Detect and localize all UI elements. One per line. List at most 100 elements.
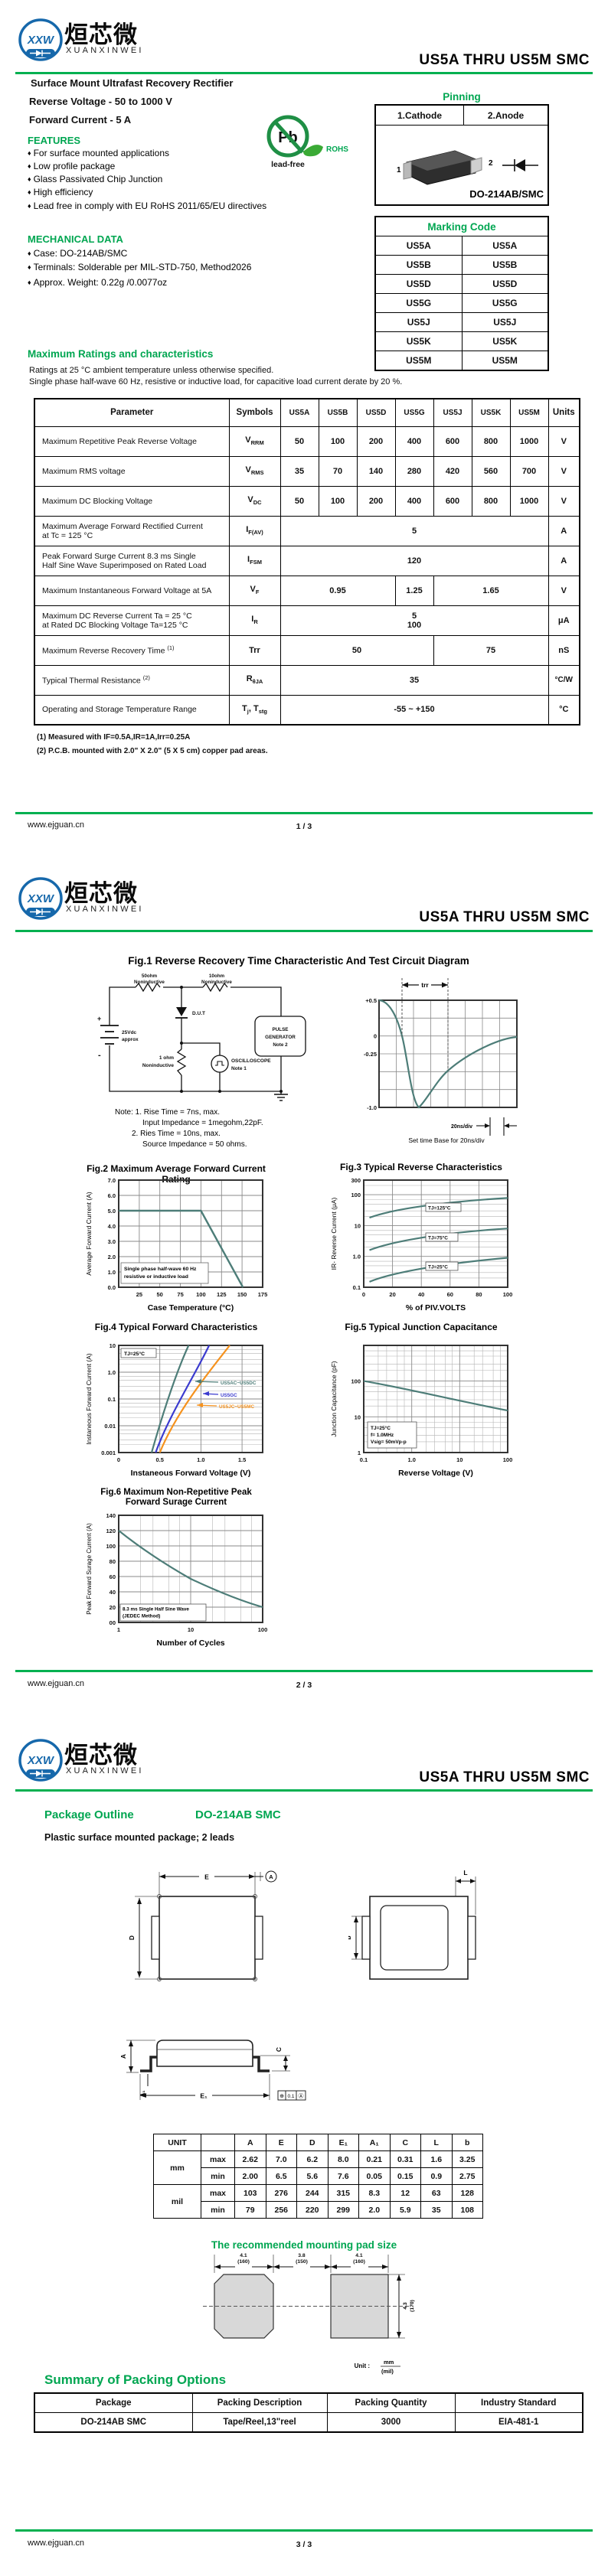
svg-text:75: 75 (177, 1291, 183, 1298)
cell: US5A (461, 236, 549, 256)
svg-text:100: 100 (503, 1291, 513, 1298)
cell: 0.9 (420, 2167, 453, 2185)
ratings-row-trr: Maximum Reverse Recovery Time (1) Trr 50… (34, 634, 580, 666)
cell: A₁ (358, 2134, 391, 2151)
svg-text:10: 10 (188, 1626, 194, 1633)
cell: US5B (461, 255, 549, 275)
cell: 200 (356, 426, 396, 457)
svg-text:1.0: 1.0 (353, 1254, 361, 1260)
svg-text:40: 40 (418, 1291, 424, 1298)
svg-text:1.5: 1.5 (238, 1456, 246, 1463)
fig6-title: Fig.6 Maximum Non-Repetitive Peak (100, 1488, 252, 1497)
pad-unit-label: Unit : (355, 2362, 370, 2369)
dim-row-mil-min: min 79 256 220 299 2.0 5.9 35 108 (154, 2201, 483, 2219)
timebase-caption: Set time Base for 20ns/div (408, 1136, 485, 1144)
svg-text:100: 100 (196, 1291, 206, 1298)
packing-table: Package Packing Description Packing Quanti… (34, 2392, 583, 2433)
svg-text:1.0: 1.0 (108, 1269, 116, 1276)
svg-text:4.1: 4.1 (355, 2253, 363, 2258)
dim-E-label: E (204, 1873, 209, 1881)
svg-text:0.0: 0.0 (108, 1284, 116, 1291)
cell: 400 (394, 485, 434, 517)
dim-E1-label: E₁ (200, 2092, 208, 2100)
company-logo: XXW 烜芯微 XUANXINWEI (18, 18, 194, 66)
cell: 50 (279, 426, 319, 457)
svg-text:1: 1 (358, 1449, 361, 1456)
tolerance-value: 0.1 (287, 2094, 294, 2099)
cell: 0.15 (389, 2167, 421, 2185)
svg-text:3.8: 3.8 (298, 2253, 306, 2258)
cell: 6.2 (296, 2150, 329, 2168)
svg-text:10ohm: 10ohm (209, 973, 225, 979)
package-outline-subtitle: Plastic surface mounted package; 2 leads (44, 1832, 235, 1843)
company-name-en: XUANXINWEI (66, 1766, 144, 1775)
svg-text:50ohm: 50ohm (142, 973, 158, 979)
cell: US5J (433, 398, 472, 427)
cell: US5M (461, 351, 549, 371)
cell: 100 (318, 485, 358, 517)
logo-mark-icon: XXW (18, 18, 63, 61)
svg-text:0: 0 (117, 1456, 120, 1463)
dim-row-mil-max: mil max 103 276 244 315 8.3 12 63 128 (153, 2184, 483, 2219)
svg-text:(mil): (mil) (381, 2368, 394, 2375)
cell: US5G (394, 398, 434, 427)
tolerance-symbol: ⊕ (279, 2094, 284, 2099)
ratings-title: Maximum Ratings and characteristics (28, 348, 214, 360)
footer-site: www.ejguan.cn (28, 820, 84, 830)
company-name-cn: 烜芯微 (64, 1742, 138, 1769)
fig6-ylabel: Peak Forward Surage Current (A) (86, 1523, 93, 1615)
cell: 5.6 (296, 2167, 329, 2185)
svg-text:125: 125 (217, 1291, 227, 1298)
fig3-series-label: TJ=125°C (428, 1205, 451, 1211)
svg-text:7.0: 7.0 (108, 1177, 116, 1184)
cell: Tape/Reel,13"reel (191, 2412, 328, 2433)
package-name-label: DO-214AB/SMC (469, 188, 544, 200)
mounting-pad-drawing: 4.1(160) 3.8(150) 4.1(160) 4.3 (170) Uni… (203, 2253, 415, 2375)
svg-text:(160): (160) (353, 2259, 365, 2265)
ratings-row-ifav: Maximum Average Forward Rectified Curren… (34, 515, 580, 546)
svg-text:6.0: 6.0 (108, 1192, 116, 1199)
leaf-icon (303, 145, 323, 157)
package-drawing: 1 2 DO-214AB/SMC (397, 150, 544, 200)
packing-options-title: Summary of Packing Options (44, 2372, 227, 2387)
page-number: 2 / 3 (296, 1681, 312, 1690)
ratings-note: Single phase half-wave 60 Hz, resistive … (29, 377, 403, 386)
cell: US5K (461, 331, 549, 351)
marking-row: US5B US5B (374, 255, 549, 275)
cell: 12 (389, 2184, 421, 2202)
company-name-cn: 烜芯微 (64, 21, 138, 48)
fig5-chart: TJ=25°C f= 1.0MHz Vsig= 50mVp-p 100 10 1… (330, 1345, 512, 1478)
cell: Packing Quantity (326, 2392, 456, 2413)
fig1-note: 2. Ries Time = 10ns, max. (132, 1130, 221, 1138)
cell: 35 (420, 2201, 453, 2219)
package-outline-name: DO-214AB SMC (195, 1808, 281, 1821)
svg-text:140: 140 (106, 1512, 116, 1519)
svg-text:D.U.T: D.U.T (192, 1011, 205, 1016)
svg-text:100: 100 (351, 1378, 361, 1385)
cell: 1000 (509, 485, 549, 517)
svg-text:0: 0 (362, 1291, 365, 1298)
forward-current-line: Forward Current - 5 A (29, 114, 132, 126)
reverse-voltage-line: Reverse Voltage - 50 to 1000 V (29, 96, 172, 107)
svg-text:00: 00 (110, 1619, 116, 1626)
pinning-table: 1.Cathode 2.Anode 1 2 (374, 104, 549, 206)
footer-rule (15, 1670, 593, 1672)
dim-A1-label: A₁ (139, 2090, 146, 2098)
fig5-condition: f= 1.0MHz (371, 1433, 394, 1438)
ratings-row-ifsm: Peak Forward Surge Current 8.3 ms Single… (34, 545, 580, 576)
ratings-header-row: Parameter Symbols US5A US5B US5D US5G US5J US… (34, 398, 580, 427)
fig6-annotation: (JEDEC Method) (123, 1614, 160, 1619)
cell: 3000 (326, 2412, 456, 2433)
fig5-ylabel: Junction Capacitance (pF) (330, 1361, 338, 1436)
footer-rule (15, 2529, 593, 2532)
svg-text:XXW: XXW (27, 892, 55, 905)
svg-text:60: 60 (447, 1291, 453, 1298)
svg-text:100: 100 (106, 1543, 116, 1550)
svg-text:3.0: 3.0 (108, 1238, 116, 1245)
ratings-row-vrms: Maximum RMS voltage VRMS 35 70 140 280 420 56… (34, 455, 580, 487)
pinning-title: Pinning (443, 91, 481, 103)
feature-item: High efficiency (28, 187, 93, 197)
svg-text:1 ohm: 1 ohm (159, 1055, 174, 1061)
